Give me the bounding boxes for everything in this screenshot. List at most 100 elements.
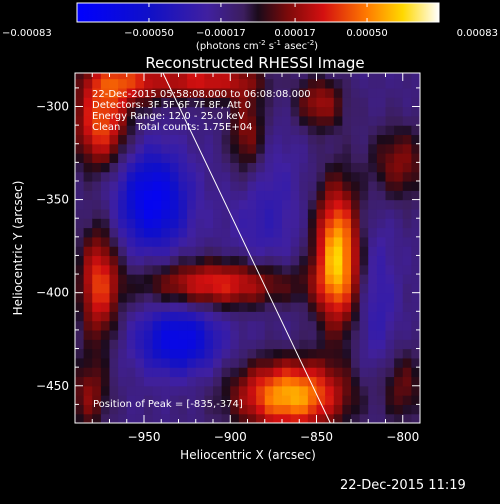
heatmap-cell (333, 404, 343, 415)
heatmap-cell (75, 227, 85, 238)
heatmap-cell (273, 218, 283, 229)
heatmap-cell (135, 115, 145, 126)
heatmap-cell (376, 227, 387, 238)
heatmap-cell (161, 227, 171, 238)
heatmap-cell (402, 348, 412, 359)
heatmap-cell (359, 125, 369, 136)
heatmap-cell (221, 87, 231, 98)
heatmap-cell (385, 329, 395, 340)
heatmap-cell (333, 78, 343, 89)
heatmap-cell (359, 246, 369, 257)
heatmap-cell (307, 153, 318, 163)
heatmap-cell (351, 413, 361, 423)
heatmap-cell (325, 97, 335, 108)
heatmap-cell (394, 255, 404, 266)
heatmap-cell (204, 190, 214, 201)
heatmap-cell (187, 87, 197, 98)
heatmap-cell (187, 78, 197, 89)
heatmap-cell (333, 329, 343, 340)
heatmap-cell (109, 227, 119, 238)
heatmap-cell (195, 311, 205, 322)
heatmap-cell (92, 190, 102, 201)
heatmap-cell (376, 143, 387, 154)
heatmap-cell (411, 339, 420, 350)
heatmap-cell (135, 367, 145, 378)
heatmap-cell (204, 329, 214, 340)
heatmap-cell (230, 190, 240, 201)
heatmap-cell (376, 348, 387, 359)
heatmap-cell (333, 208, 343, 219)
heatmap-cell (221, 311, 231, 322)
heatmap-cell (394, 190, 404, 201)
heatmap-cell (307, 171, 318, 182)
heatmap-cell (161, 208, 171, 219)
heatmap-cell (325, 301, 335, 312)
heatmap-cell (221, 190, 231, 201)
heatmap-cell (316, 97, 326, 108)
heatmap-cell (307, 97, 318, 108)
heatmap-cell (213, 385, 223, 396)
heatmap-cell (161, 404, 171, 415)
heatmap-cell (75, 87, 85, 98)
heatmap-cell (135, 125, 145, 136)
heatmap-cell (118, 227, 128, 238)
heatmap-cell (385, 246, 395, 257)
heatmap-cell (118, 413, 128, 423)
heatmap-cell (376, 339, 387, 350)
heatmap-cell (213, 180, 223, 191)
heatmap-cell (282, 87, 292, 98)
heatmap-cell (368, 246, 378, 257)
heatmap-cell (307, 143, 318, 154)
heatmap-cell (325, 236, 335, 247)
heatmap-cell (273, 97, 283, 108)
heatmap-cell (213, 395, 223, 405)
heatmap-cell (213, 292, 223, 303)
heatmap-cell (342, 320, 352, 331)
heatmap-cell (264, 348, 274, 359)
heatmap-cell (351, 320, 361, 331)
heatmap-cell (290, 78, 300, 89)
heatmap-cell (264, 208, 274, 219)
heatmap-cell (238, 143, 249, 154)
heatmap-cell (126, 395, 136, 405)
heatmap-cell (368, 143, 378, 154)
heatmap-cell (307, 218, 318, 229)
heatmap-cell (221, 320, 231, 331)
heatmap-cell (290, 236, 300, 247)
heatmap-cell (368, 329, 378, 340)
heatmap-cell (83, 292, 93, 303)
heatmap-cell (169, 162, 180, 173)
heatmap-cell (333, 97, 343, 108)
heatmap-cell (333, 246, 343, 257)
heatmap-cell (152, 376, 162, 387)
heatmap-cell (359, 227, 369, 238)
heatmap-cell (100, 301, 111, 312)
heatmap-cell (109, 348, 119, 359)
heatmap-cell (83, 134, 93, 145)
heatmap-cell (126, 385, 136, 396)
heatmap-cell (169, 218, 180, 229)
heatmap-cell (152, 162, 162, 173)
heatmap-cell (307, 385, 318, 396)
heatmap-cell (394, 264, 404, 275)
heatmap-cell (256, 264, 266, 275)
heatmap-cell (92, 292, 102, 303)
heatmap-cell (333, 395, 343, 405)
heatmap-cell (368, 283, 378, 294)
heatmap-cell (282, 348, 292, 359)
heatmap-cell (394, 283, 404, 294)
heatmap-cell (204, 301, 214, 312)
heatmap-cell (316, 357, 326, 368)
heatmap-cell (342, 246, 352, 257)
heatmap-cell (230, 376, 240, 387)
heatmap-cell (316, 153, 326, 163)
heatmap-cell (161, 348, 171, 359)
heatmap-cell (238, 274, 249, 284)
heatmap-cell (264, 115, 274, 126)
heatmap-cell (394, 106, 404, 117)
heatmap-cell (92, 106, 102, 117)
heatmap-cell (351, 292, 361, 303)
heatmap-cell (394, 246, 404, 257)
heatmap-cell (351, 190, 361, 201)
y-axis-label: Heliocentric Y (arcsec) (11, 181, 25, 316)
